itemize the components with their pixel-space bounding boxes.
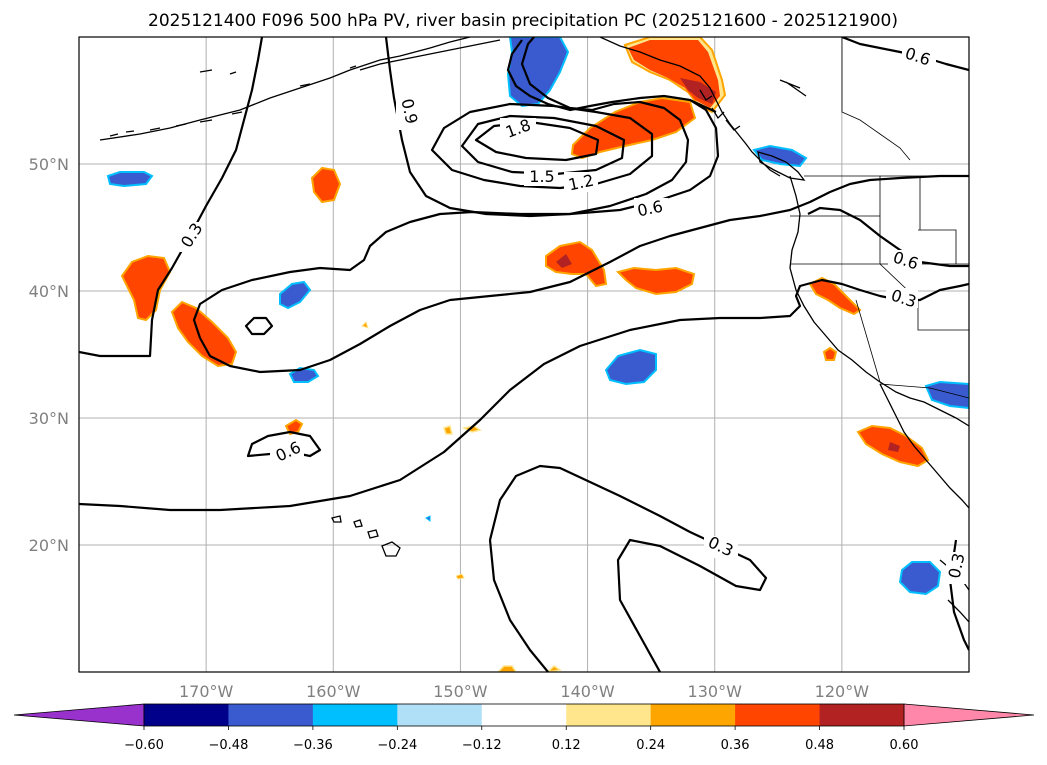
colorbar-segment xyxy=(481,704,567,726)
precip-negative-49n175w xyxy=(106,171,154,188)
contour-label-0.9: 0.9 xyxy=(397,97,421,126)
precip-negative-17n115w xyxy=(898,561,942,596)
precip-positive-48n160w xyxy=(310,166,342,204)
lon-tick-label: 150°W xyxy=(433,682,488,701)
alaska-islands xyxy=(199,65,807,97)
precip-positive-17n150w xyxy=(455,573,465,580)
lat-tick-label: 20°N xyxy=(29,536,69,555)
pv-contour-0.3-southwest xyxy=(488,539,549,672)
colorbar-segment xyxy=(228,704,314,726)
precip-positive-38n170w xyxy=(170,300,238,368)
coastline-alaska xyxy=(99,37,471,141)
lon-tick-label: 120°W xyxy=(815,682,870,701)
lon-tick-label: 140°W xyxy=(560,682,615,701)
precip-positive-37n158w xyxy=(361,321,369,329)
pv-contour-0.3-west xyxy=(79,37,264,358)
hawaii-oahu xyxy=(353,519,363,528)
pv-contour-0.6-loop xyxy=(199,174,969,374)
pv-contour-0.3-subtropical xyxy=(488,464,768,672)
colorbar-tick-label: 0.36 xyxy=(721,738,750,753)
contour-label-0.6-gulf: 0.6 xyxy=(636,197,665,221)
colorbar-tick-label: 0.12 xyxy=(552,738,581,753)
precip-positive-10n145w xyxy=(496,665,517,672)
coastline-gulf-alaska xyxy=(599,37,781,177)
colorbar-tick-label: −0.60 xyxy=(124,738,164,753)
precip-negative-20n152w xyxy=(425,515,431,522)
coastline-baja xyxy=(879,383,969,509)
colorbar-segment xyxy=(312,704,398,726)
colorbar-tick-label: 0.60 xyxy=(890,738,919,753)
precip-positive-baja-core xyxy=(888,442,900,452)
negative-precip-areas xyxy=(106,37,969,596)
pv-contour-small-closed xyxy=(244,316,274,336)
colorbar-outline xyxy=(143,703,905,727)
precip-positive-42n140w-core xyxy=(556,254,572,268)
colorbar-tick-label: −0.24 xyxy=(377,738,417,753)
colorbar-segment xyxy=(144,704,229,726)
contour-label-0.3-mexico: 0.3 xyxy=(945,551,969,580)
lon-tick-label: 130°W xyxy=(688,682,743,701)
precip-positive-42n140w xyxy=(545,240,608,288)
pv-contour-0.6-west-us xyxy=(807,206,969,268)
pv-contour-0.6-east xyxy=(689,99,717,113)
colorbar-segment xyxy=(650,704,736,726)
political-borders xyxy=(790,37,969,399)
contour-label-1.5: 1.5 xyxy=(529,167,554,186)
precip-negative-40n166w xyxy=(279,280,312,310)
lat-tick-label: 30°N xyxy=(29,409,69,428)
mexico-border xyxy=(879,383,969,399)
colorbar-tick-label: 0.24 xyxy=(636,738,665,753)
vancouver-island xyxy=(757,151,806,181)
colorbar: −0.60 −0.48 −0.36 −0.24 −0.12 0.12 0.24 0.36 0.4… xyxy=(13,703,1035,753)
latitude-labels: 20°N 30°N 40°N 50°N xyxy=(29,155,69,555)
precip-positive-40n175w xyxy=(120,254,172,322)
state-borders xyxy=(790,176,969,383)
colorbar-tick-label: −0.12 xyxy=(462,738,502,753)
aleutian-islands xyxy=(109,111,243,137)
pv-contour-1.5 xyxy=(460,114,626,176)
precip-negative-34n164w xyxy=(288,366,320,383)
hawaii-big-island xyxy=(381,541,401,557)
colorbar-segment xyxy=(735,704,821,726)
precip-positive-10n142w xyxy=(546,665,562,672)
precip-positive-29n150w xyxy=(443,425,453,435)
colorbar-under-arrow xyxy=(13,703,145,727)
alaska-canada-border xyxy=(841,37,911,161)
map-title: 2025121400 F096 500 hPa PV, river basin … xyxy=(148,11,898,31)
colorbar-over-arrow xyxy=(903,703,1035,727)
longitude-labels: 170°W 160°W 150°W 140°W 130°W 120°W xyxy=(179,682,869,701)
lon-tick-label: 170°W xyxy=(179,682,234,701)
hawaii-kauai xyxy=(331,515,342,523)
precip-positive-alaska-peak xyxy=(680,78,716,104)
precip-positive-41n133w xyxy=(616,266,696,296)
coastline-alaska-peninsula xyxy=(359,39,501,71)
precip-negative-32n112w xyxy=(924,380,969,410)
colorbar-tick-label: −0.36 xyxy=(293,738,333,753)
colorbar-tick-label: 0.48 xyxy=(805,738,834,753)
precip-positive-35n121w xyxy=(822,346,838,361)
map-frame xyxy=(78,36,970,673)
pv-contour-0.9 xyxy=(384,37,690,218)
precip-negative-50n125w xyxy=(752,144,808,168)
lat-tick-label: 40°N xyxy=(29,282,69,301)
contour-label-1.2: 1.2 xyxy=(567,171,596,195)
colorbar-segment xyxy=(397,704,483,726)
lon-tick-label: 160°W xyxy=(306,682,361,701)
coastline-west-coast xyxy=(789,175,969,427)
map-panel: 1.8 1.5 1.2 0.9 0.6 0.6 0.6 0.6 0.3 0.3 xyxy=(78,36,970,673)
coastlines xyxy=(99,37,969,623)
precip-negative-34n136w xyxy=(604,348,657,386)
hawaii-maui xyxy=(367,529,379,539)
colorbar-tick-label: −0.48 xyxy=(209,738,249,753)
pv-contour-1.2 xyxy=(430,102,654,190)
colorbar-segment xyxy=(566,704,652,726)
colorbar-segment xyxy=(819,704,905,726)
contour-labels: 1.8 1.5 1.2 0.9 0.6 0.6 0.6 0.6 0.3 0.3 xyxy=(177,44,969,584)
lat-tick-label: 50°N xyxy=(29,155,69,174)
